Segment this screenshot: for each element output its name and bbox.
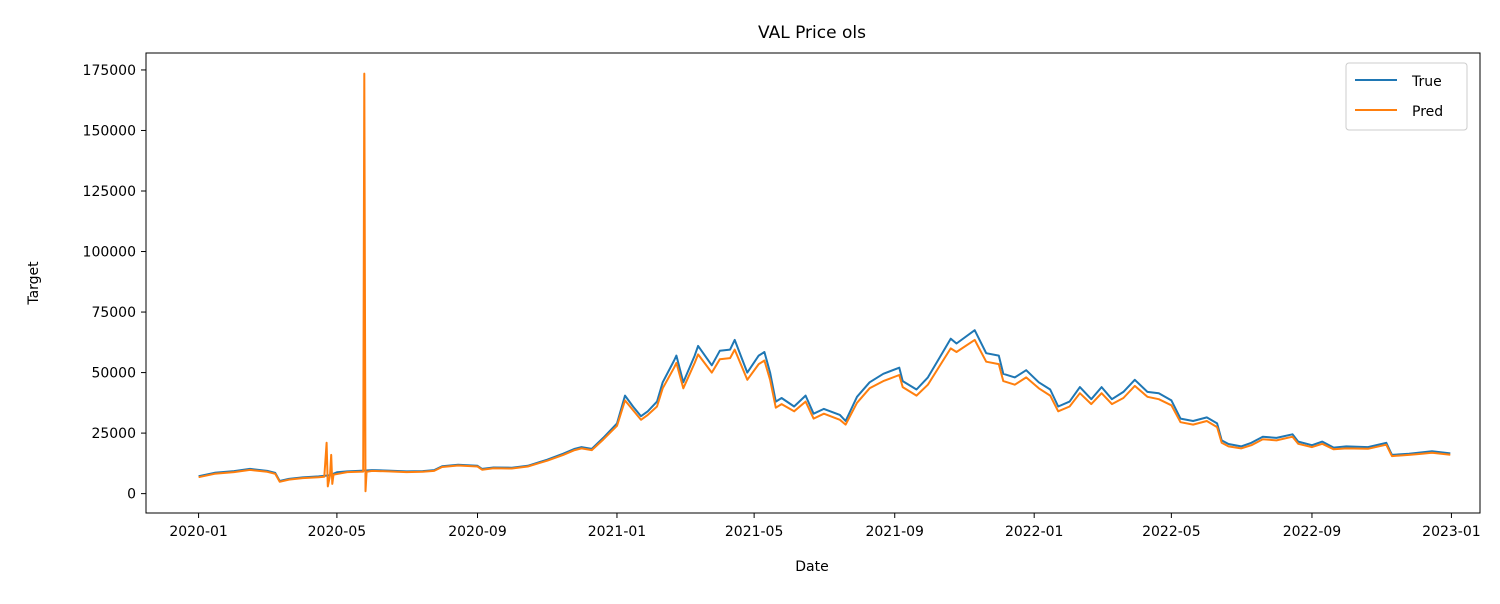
- x-tick-label: 2023-01: [1422, 524, 1481, 540]
- x-tick-label: 2022-05: [1142, 524, 1201, 540]
- x-tick-label: 2022-09: [1283, 524, 1342, 540]
- x-tick-label: 2020-05: [308, 524, 367, 540]
- y-tick-label: 175000: [83, 63, 136, 79]
- y-tick-label: 100000: [83, 245, 136, 261]
- x-axis-label: Date: [795, 559, 828, 575]
- y-tick-label: 50000: [91, 366, 136, 382]
- y-tick-label: 0: [127, 487, 136, 503]
- x-tick-label: 2021-01: [588, 524, 647, 540]
- x-tick-label: 2020-01: [169, 524, 228, 540]
- y-tick-label: 150000: [83, 123, 136, 139]
- plot-frame: [145, 52, 1481, 514]
- legend: True Pred: [1345, 62, 1468, 131]
- y-tick-label: 125000: [83, 184, 136, 200]
- series-layer: [198, 72, 1451, 493]
- y-axis-label: Target: [26, 261, 42, 306]
- x-tick-label: 2021-05: [725, 524, 784, 540]
- x-tick-label: 2020-09: [448, 524, 507, 540]
- x-tick-label: 2022-01: [1005, 524, 1064, 540]
- chart-title: VAL Price ols: [758, 23, 866, 43]
- legend-label-pred: Pred: [1412, 104, 1443, 120]
- y-axis-ticks: 0 25000 50000 75000 100000 125000 150000 175000: [83, 63, 146, 503]
- legend-label-true: True: [1411, 74, 1442, 90]
- series-line-true: [198, 329, 1451, 482]
- x-axis-ticks: 2020-01 2020-05 2020-09 2021-01 2021-05 2021-…: [169, 513, 1481, 540]
- x-tick-label: 2021-09: [865, 524, 924, 540]
- y-tick-label: 25000: [91, 426, 136, 442]
- series-line-pred: [198, 72, 1451, 493]
- legend-box: [1345, 62, 1468, 131]
- y-tick-label: 75000: [91, 305, 136, 321]
